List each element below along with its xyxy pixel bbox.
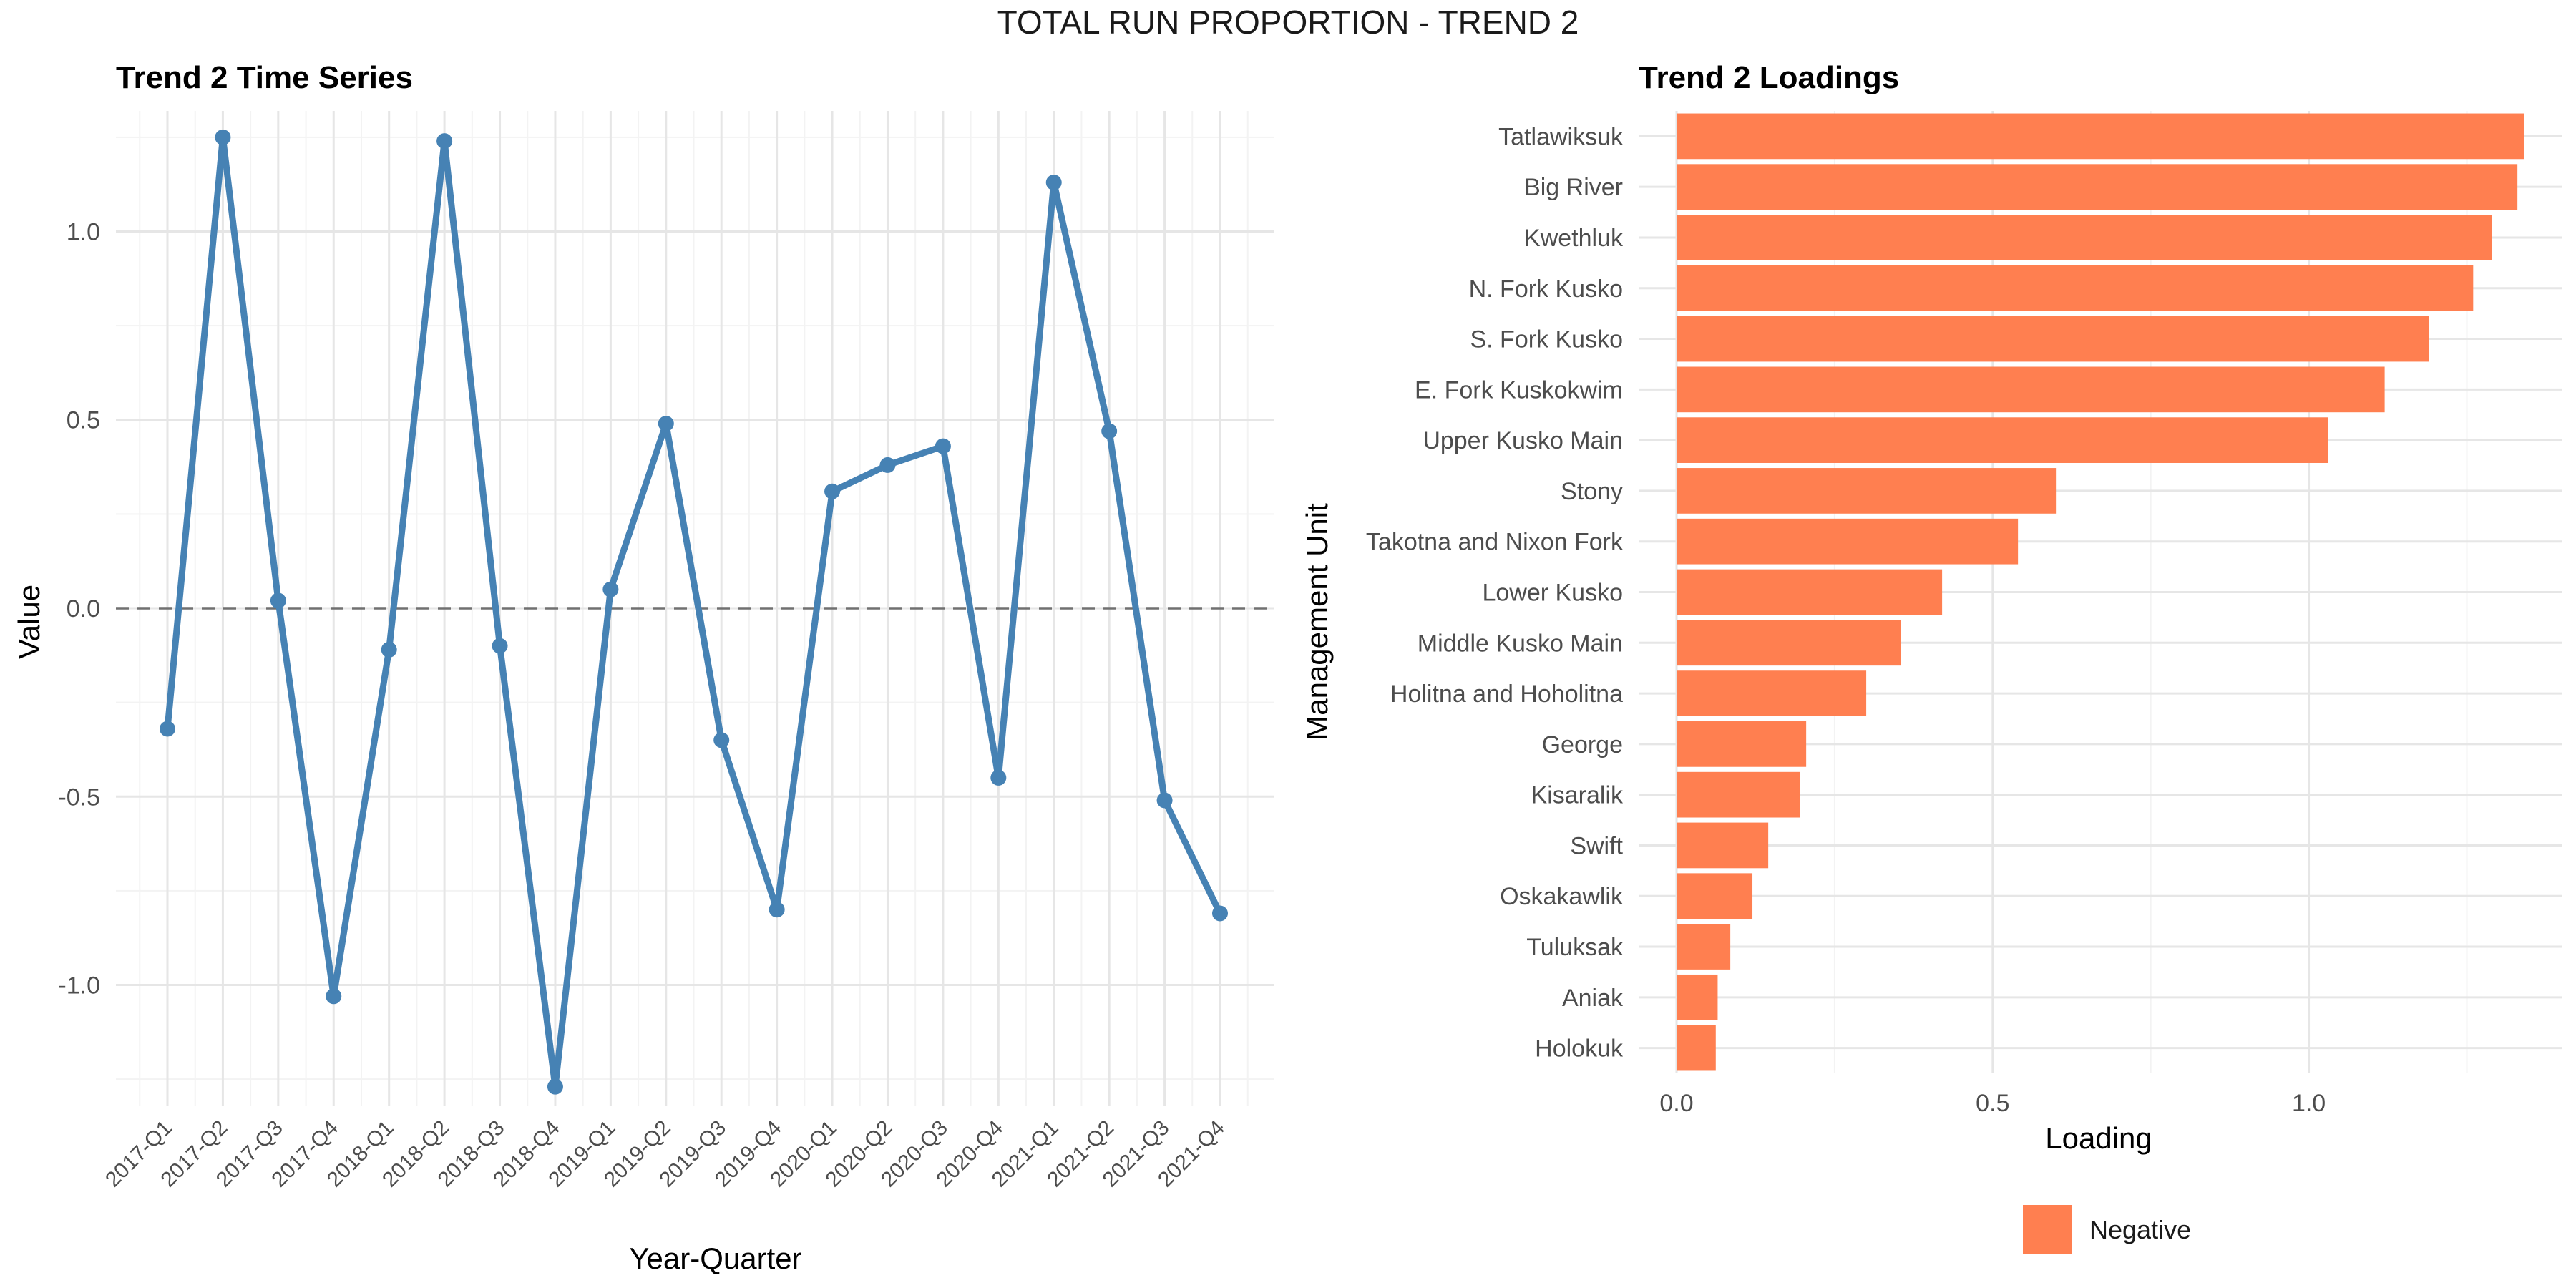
time-series-point [160,721,175,737]
loadings-bar [1677,113,2524,160]
loadings-bar [1677,164,2518,210]
time-series-point [935,438,951,454]
figure-title: TOTAL RUN PROPORTION - TREND 2 [997,4,1579,41]
loadings-title: Trend 2 Loadings [1639,60,1899,95]
time-series-point [215,129,231,145]
time-series-marks [116,129,1274,1095]
loadings-y-axis-label: Management Unit [1300,503,1334,741]
loadings-bar [1677,1025,1716,1071]
loadings-x-ticks: 0.0 0.5 1.0 [1659,1090,2326,1117]
loadings-bar [1677,265,2474,311]
loadings-x-tick-label: 0.5 [1976,1090,2009,1117]
time-series-title: Trend 2 Time Series [116,60,413,95]
time-series-line [164,134,1224,1091]
loadings-bar [1677,620,1901,666]
loadings-panel: Trend 2 Loadings Tatlawiksuk Big River Kwe… [1300,60,2562,1254]
loadings-category-label: Holokuk [1535,1035,1624,1063]
time-series-y-axis-label: Value [12,585,46,659]
time-series-point [769,902,785,918]
loadings-bars [1677,113,2524,1071]
loadings-bar [1677,721,1807,767]
time-series-y-tick-label: -0.5 [58,784,100,811]
loadings-bar [1677,822,1769,869]
loadings-category-label: Kwethluk [1524,225,1624,252]
loadings-bar [1677,215,2492,260]
loadings-bar [1677,873,1753,919]
time-series-y-tick-label: 1.0 [67,218,100,245]
loadings-category-label: Oskakawlik [1500,883,1624,910]
loadings-category-label: Aniak [1562,985,1624,1012]
time-series-point [879,457,896,473]
legend-label-negative: Negative [2089,1215,2191,1244]
loadings-bar [1677,316,2429,362]
loadings-category-label: Middle Kusko Main [1418,630,1623,657]
time-series-point [602,581,619,597]
time-series-point [436,133,453,150]
time-series-point [824,483,841,499]
loadings-bar [1677,468,2057,514]
time-series-point [1101,423,1118,439]
loadings-category-label: Stony [1561,478,1623,505]
loadings-category-label: N. Fork Kusko [1469,275,1623,303]
loadings-category-label: Upper Kusko Main [1423,427,1623,454]
loadings-category-labels: Tatlawiksuk Big River Kwethluk N. Fork Kusk… [1366,123,1624,1062]
loadings-category-label: Tuluksak [1526,934,1624,961]
loadings-category-label: Kisaralik [1531,782,1624,809]
loadings-x-axis-label: Loading [2045,1121,2152,1155]
loadings-category-label: Lower Kusko [1482,580,1623,607]
loadings-category-label: Takotna and Nixon Fork [1366,529,1624,556]
legend-swatch-negative [2023,1205,2072,1254]
time-series-point [270,592,286,609]
loadings-category-label: George [1542,731,1623,758]
loadings-bar [1677,670,1867,716]
time-series-point [326,988,342,1005]
time-series-point [1156,792,1173,809]
time-series-point [1045,175,1062,191]
loadings-bar [1677,974,1718,1020]
time-series-point [658,416,674,432]
time-series-y-tick-label: 0.5 [67,407,100,434]
loadings-bar [1677,924,1731,970]
time-series-y-ticks: -1.0 -0.5 0.0 0.5 1.0 [58,218,100,999]
time-series-point [547,1078,563,1095]
loadings-bar [1677,569,1943,615]
loadings-category-label: Tatlawiksuk [1498,123,1624,150]
time-series-x-axis-label: Year-Quarter [629,1241,801,1275]
loadings-category-label: E. Fork Kuskokwim [1415,376,1623,404]
time-series-point [713,732,730,748]
loadings-category-label: Holitna and Hoholitna [1390,680,1623,708]
time-series-point [990,769,1007,786]
time-series-y-tick-label: -1.0 [58,972,100,1000]
time-series-point [381,641,397,658]
loadings-legend: Negative [2023,1205,2191,1254]
loadings-bar [1677,366,2385,413]
loadings-bar [1677,518,2019,565]
loadings-x-tick-label: 0.0 [1659,1090,1693,1117]
loadings-category-label: S. Fork Kusko [1470,326,1623,353]
loadings-x-tick-label: 1.0 [2292,1090,2326,1117]
loadings-category-label: Big River [1524,174,1623,201]
time-series-point [1212,905,1228,922]
time-series-y-tick-label: 0.0 [67,595,100,623]
loadings-bar [1677,417,2328,463]
loadings-bar [1677,771,1800,818]
loadings-category-label: Swift [1570,832,1623,859]
time-series-point [492,638,508,654]
